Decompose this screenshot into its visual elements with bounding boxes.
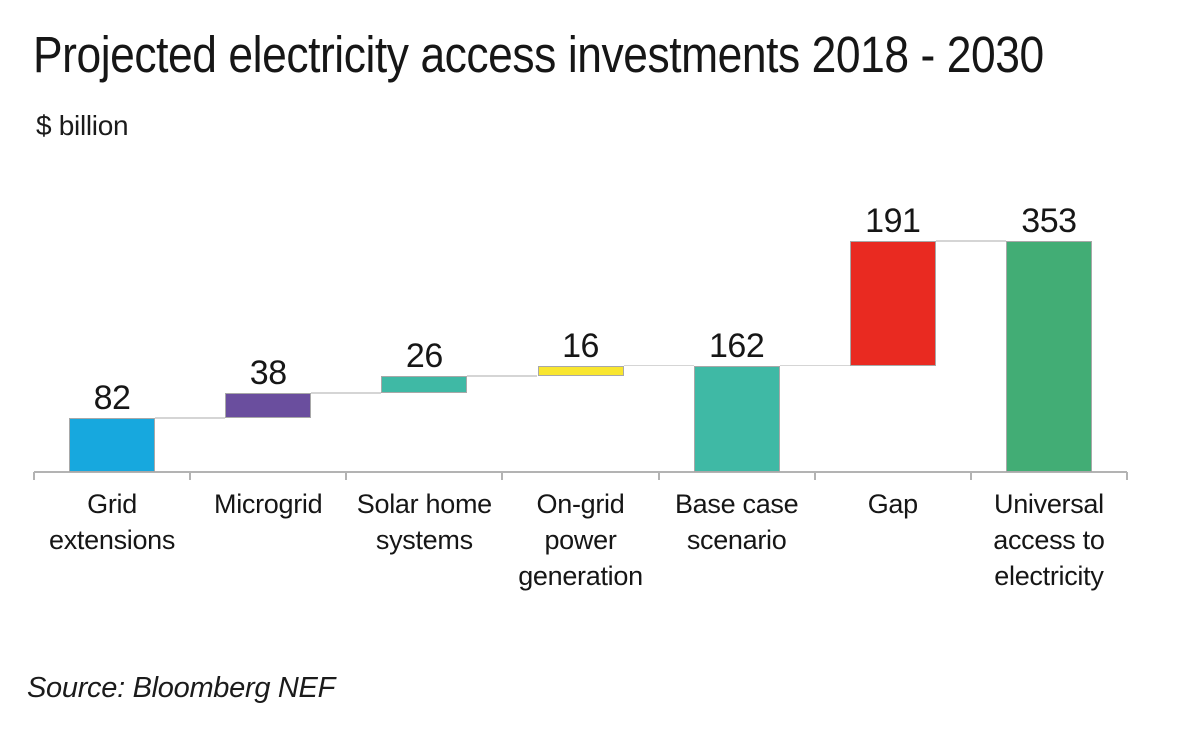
axis-tick (657, 472, 660, 480)
category-label-solar-home-systems: Solar home systems (356, 489, 492, 555)
bar-gap (849, 241, 936, 366)
connector-line (935, 240, 1006, 242)
x-axis-line (34, 471, 1127, 473)
value-label-base-case-scenario: 162 (709, 326, 765, 365)
value-label-microgrid: 38 (249, 354, 287, 393)
value-label-solar-home-systems: 26 (405, 337, 443, 376)
axis-tick (501, 472, 504, 480)
axis-tick (345, 472, 348, 480)
axis-tick (1126, 472, 1128, 480)
connector-line (779, 364, 850, 367)
category-label-microgrid: Microgrid (214, 489, 323, 519)
bar-microgrid (225, 393, 312, 419)
axis-tick (189, 472, 192, 480)
value-label-grid-extensions: 82 (93, 379, 131, 418)
bar-solar-home-systems (381, 376, 468, 394)
category-label-universal-access-to-electricity: Universal access to electricity (993, 489, 1105, 591)
value-label-gap: 191 (865, 202, 921, 240)
bar-grid-extensions (69, 418, 156, 472)
unit-label: $ billion (36, 110, 129, 141)
bar-on-grid-power-generation (537, 365, 624, 377)
chart-title: Projected electricity access investments… (33, 26, 1044, 83)
axis-tick (969, 472, 972, 480)
category-label-grid-extensions: Grid extensions (49, 489, 176, 555)
bar-universal-access-to-electricity (1005, 241, 1092, 472)
value-label-on-grid-power-generation: 16 (562, 326, 599, 365)
axis-tick (33, 472, 35, 480)
connector-line (467, 375, 538, 377)
category-label-gap: Gap (867, 489, 918, 519)
category-label-base-case-scenario: Base case scenario (674, 489, 799, 555)
connector-line (623, 364, 694, 367)
connector-line (311, 392, 382, 394)
source-note: Source: Bloomberg NEF (27, 672, 335, 704)
connector-line (155, 417, 226, 419)
category-label-on-grid-power-generation: On-grid power generation (518, 489, 643, 591)
value-label-universal-access-to-electricity: 353 (1021, 202, 1077, 240)
axis-tick (813, 472, 816, 480)
bar-base-case-scenario (693, 365, 780, 472)
